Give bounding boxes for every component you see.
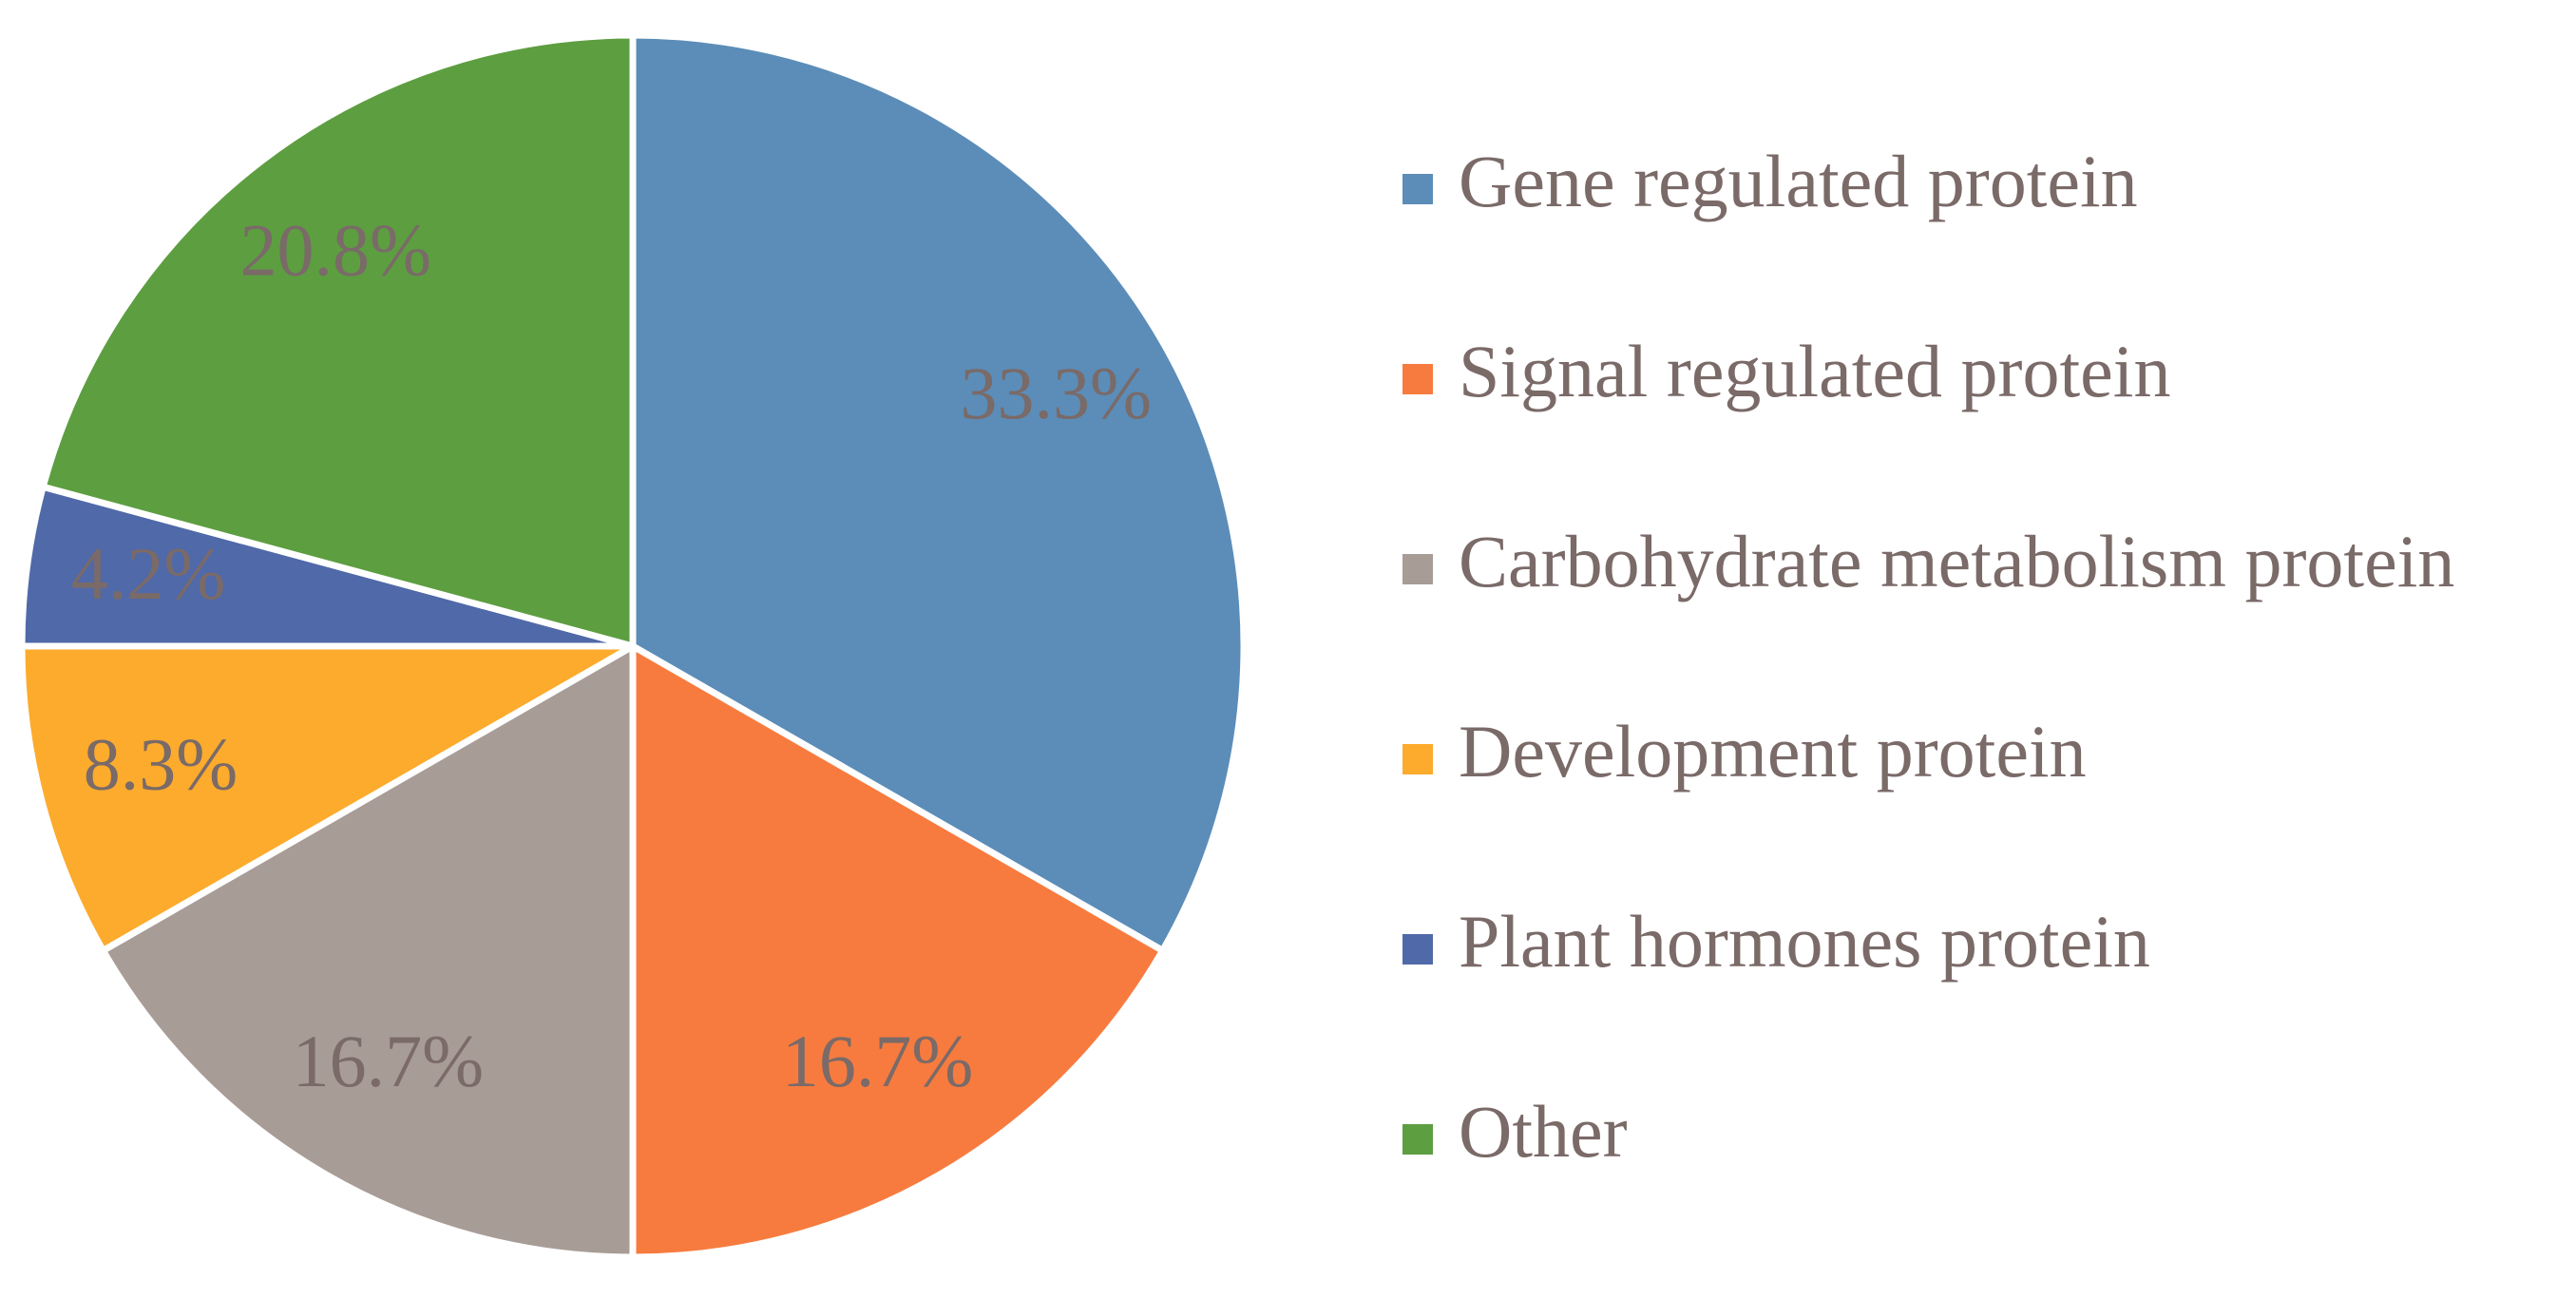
data-label: 33.3% — [960, 352, 1151, 434]
legend-swatch — [1402, 554, 1433, 584]
legend-swatch — [1402, 934, 1433, 965]
data-label: 20.8% — [240, 208, 431, 291]
legend-label: Development protein — [1459, 710, 2087, 793]
legend-swatch — [1402, 174, 1433, 204]
data-label: 16.7% — [782, 1020, 973, 1102]
data-label: 16.7% — [293, 1020, 484, 1102]
legend-label: Other — [1459, 1090, 1628, 1173]
data-label: 4.2% — [71, 532, 225, 615]
pie-slice — [629, 31, 1248, 954]
legend-label: Gene regulated protein — [1459, 140, 2138, 222]
pie-slice — [99, 642, 637, 1261]
pie-slice — [18, 642, 637, 954]
pie-slice — [629, 642, 1167, 1261]
legend-swatch — [1402, 1124, 1433, 1155]
legend-label: Plant hormones protein — [1459, 900, 2150, 983]
legend-swatch — [1402, 364, 1433, 394]
data-label: 8.3% — [84, 723, 238, 806]
legend-label: Carbohydrate metabolism protein — [1459, 520, 2454, 602]
legend-swatch — [1402, 744, 1433, 774]
pie-slice — [39, 31, 637, 650]
legend-label: Signal regulated protein — [1459, 330, 2170, 412]
